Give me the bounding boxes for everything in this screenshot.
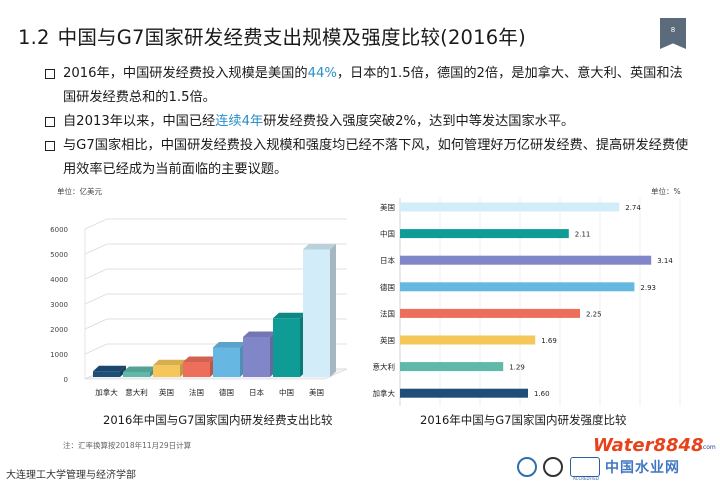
y-category-label: 意大利 xyxy=(373,362,396,372)
bar-front xyxy=(123,372,150,377)
y-category-label: 法国 xyxy=(380,308,395,318)
bar-top xyxy=(183,356,216,362)
data-label: 2.74 xyxy=(625,204,641,212)
bar-front xyxy=(153,365,180,377)
bar-法国 xyxy=(400,308,580,318)
y-category-label: 日本 xyxy=(380,255,395,265)
rd-intensity-horizontal-bar-chart: 美国 2.74 中国 2.11 日本 3.14 德国 2.93 法国 2.25 英国 1.69 意大利 1… xyxy=(373,198,681,406)
bar-加拿大 xyxy=(93,365,126,377)
y-category-label: 美国 xyxy=(380,202,395,212)
data-label: 3.14 xyxy=(657,257,673,265)
bar-front xyxy=(243,337,270,377)
bar-加拿大 xyxy=(400,388,528,398)
footer-logos: ACCREDITED Water8848 .com 中国水业网 xyxy=(515,435,716,483)
bar-front xyxy=(213,347,240,377)
title-text: 中国与G7国家研发经费支出规模及强度比较(2016年) xyxy=(57,26,526,49)
page-number-badge: 8 xyxy=(660,18,686,49)
y-tick-label: 1000 xyxy=(50,351,68,359)
x-category-label: 中国 xyxy=(279,387,294,397)
accreditation-logo-icon xyxy=(570,457,600,477)
left-chart-caption: 2016年中国与G7国家国内研发经费支出比较 xyxy=(103,413,333,427)
checkbox-bullet-icon xyxy=(45,69,55,79)
bar-美国 xyxy=(400,202,620,212)
y-tick-label: 0 xyxy=(64,376,68,384)
bar-德国 xyxy=(213,342,246,377)
bar-front xyxy=(93,371,120,377)
bar-法国 xyxy=(183,356,216,377)
side-gridline xyxy=(84,318,108,330)
bar-美国 xyxy=(303,244,336,377)
bar-front xyxy=(273,318,300,377)
bar-英国 xyxy=(153,359,186,377)
y-tick-label: 6000 xyxy=(50,226,68,234)
x-category-label: 美国 xyxy=(309,387,324,397)
slide-title: 1.2 中国与G7国家研发经费支出规模及强度比较(2016年) xyxy=(18,21,526,50)
data-label: 2.25 xyxy=(586,310,602,318)
bar-top xyxy=(273,312,306,319)
side-gridline xyxy=(84,343,108,355)
side-gridline xyxy=(84,218,108,230)
bullet-list: 2016年，中国研发经费投入规模是美国的44%，日本的1.5倍，德国的2倍，是加… xyxy=(45,62,695,182)
bullet-item-1: 2016年，中国研发经费投入规模是美国的44%，日本的1.5倍，德国的2倍，是加… xyxy=(45,62,695,110)
y-category-label: 德国 xyxy=(380,282,395,292)
y-tick-label: 4000 xyxy=(50,276,68,284)
y-category-label: 加拿大 xyxy=(373,388,396,398)
y-category-label: 中国 xyxy=(380,229,395,239)
checkbox-bullet-icon xyxy=(45,141,55,151)
faculty-seal-icon xyxy=(543,457,563,477)
bar-英国 xyxy=(400,335,536,345)
bullet-item-2: 自2013年以来，中国已经连续4年研发经费投入强度突破2%，达到中等发达国家水平… xyxy=(45,110,695,134)
watermark-cn-text: 中国水业网 xyxy=(605,460,680,476)
side-gridline xyxy=(84,243,108,255)
bar-top xyxy=(93,365,126,372)
university-seal-icon xyxy=(517,457,537,477)
bar-德国 xyxy=(400,282,635,292)
data-label: 2.11 xyxy=(575,231,591,239)
y-category-label: 英国 xyxy=(380,335,395,345)
data-label: 1.29 xyxy=(509,364,525,372)
highlight-44-percent: 44% xyxy=(307,66,337,81)
highlight-4-years: 连续4年 xyxy=(215,114,264,129)
bar-side xyxy=(330,244,336,377)
y-tick-label: 2000 xyxy=(50,326,68,334)
y-tick-label: 3000 xyxy=(50,301,68,309)
right-chart-unit: 单位：% xyxy=(651,187,681,196)
right-chart-caption: 2016年中国与G7国家国内研发强度比较 xyxy=(420,413,627,427)
bar-意大利 xyxy=(400,362,504,372)
bar-top xyxy=(213,342,246,348)
bar-top xyxy=(153,359,186,366)
x-category-label: 英国 xyxy=(159,387,174,397)
x-category-label: 德国 xyxy=(219,387,234,397)
data-label: 2.93 xyxy=(640,284,656,292)
left-chart-unit: 单位：亿美元 xyxy=(57,187,102,196)
watermark-domain: .com xyxy=(701,444,716,451)
bar-中国 xyxy=(400,229,569,239)
data-label: 1.60 xyxy=(534,390,550,398)
bar-中国 xyxy=(273,312,306,377)
rd-spending-3d-bar-chart: 0 1000 2000 3000 4000 5000 6000 加拿大 意大利 英国 法国 德国 日本 中… xyxy=(50,218,348,397)
checkbox-bullet-icon xyxy=(45,117,55,127)
x-category-label: 法国 xyxy=(189,387,204,397)
bar-top xyxy=(123,366,156,372)
school-name: 大连理工大学管理与经济学部 xyxy=(6,470,136,481)
x-category-label: 加拿大 xyxy=(95,387,118,397)
bar-front xyxy=(303,249,330,377)
watermark-logo: Water8848 xyxy=(593,435,704,456)
bar-意大利 xyxy=(123,366,156,377)
bar-side xyxy=(120,365,126,377)
section-number: 1.2 xyxy=(18,26,50,49)
x-category-label: 日本 xyxy=(249,387,264,397)
bar-top xyxy=(303,244,336,250)
bar-日本 xyxy=(243,331,276,377)
x-category-label: 意大利 xyxy=(125,387,148,397)
bar-日本 xyxy=(400,255,652,265)
side-gridline xyxy=(84,293,108,305)
footnote: 注：汇率换算按2018年11月29日计算 xyxy=(63,441,192,450)
bar-front xyxy=(183,362,210,377)
side-gridline xyxy=(84,268,108,280)
y-tick-label: 5000 xyxy=(50,251,68,259)
data-label: 1.69 xyxy=(541,337,557,345)
bar-top xyxy=(243,331,276,337)
bullet-item-3: 与G7国家相比，中国研发经费投入规模和强度均已经不落下风，如何管理好万亿研发经费… xyxy=(45,134,695,182)
